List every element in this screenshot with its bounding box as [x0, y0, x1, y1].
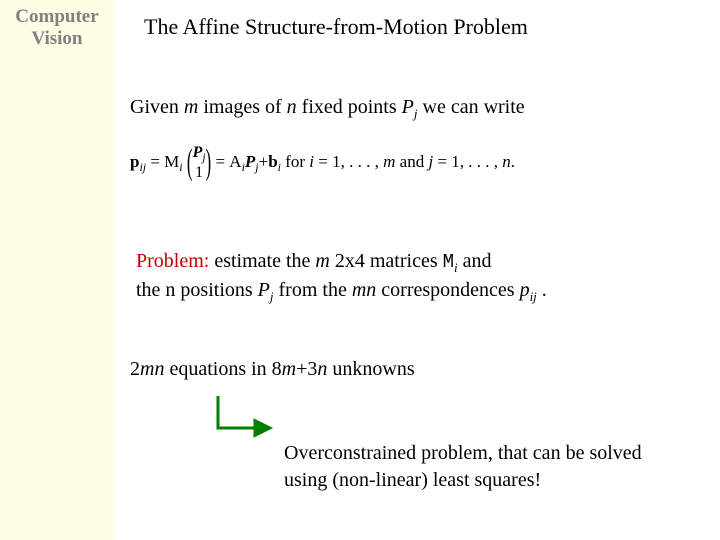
eq-for: for — [285, 152, 309, 171]
eq-r2c: n — [502, 152, 511, 171]
eq-r1c: m — [383, 152, 395, 171]
sidebar-title: Computer Vision — [0, 0, 114, 50]
eqn-m: m — [282, 358, 296, 380]
sidebar-title-line2: Vision — [31, 28, 82, 49]
given-mid1: images of — [198, 96, 286, 118]
conclusion-line1: Overconstrained problem, that can be sol… — [284, 442, 642, 464]
eq-r2b: = 1, . . . , — [433, 152, 502, 171]
sidebar: Computer Vision — [0, 0, 114, 540]
eq-Pj: P — [193, 144, 203, 161]
eq-bi: i — [278, 160, 281, 174]
equation-line: pij = Mi (Pj1) = AiPj+bi for i = 1, . . … — [130, 145, 515, 181]
eqn-post: unknowns — [327, 358, 414, 380]
eq-ij: ij — [139, 160, 146, 174]
problem-dot: . — [537, 279, 547, 301]
sidebar-title-line1: Computer — [15, 6, 98, 27]
problem-m: m — [315, 250, 329, 272]
problem-pij: ij — [530, 289, 537, 304]
problem-2a: the n positions — [136, 279, 258, 301]
problem-2c: correspondences — [376, 279, 519, 301]
eq-eq2: = — [215, 152, 229, 171]
eqn-pre: 2 — [130, 358, 140, 380]
eq-eq1: = — [150, 152, 164, 171]
eq-A: A — [229, 152, 241, 171]
given-pre: Given — [130, 96, 184, 118]
problem-1c: and — [458, 250, 492, 272]
problem-label: Problem: — [136, 250, 209, 272]
eq-rparen: ) — [206, 142, 212, 184]
eq-dot: . — [511, 152, 515, 171]
arrow-icon — [194, 388, 284, 458]
given-P: P — [402, 96, 414, 118]
problem-1a: estimate the — [209, 250, 315, 272]
given-n: n — [287, 96, 297, 118]
given-mid2: fixed points — [297, 96, 402, 118]
eq-plus: + — [259, 152, 269, 171]
problem-p: p — [520, 279, 530, 301]
eqn-mid2: +3 — [296, 358, 317, 380]
eq-M: M — [164, 152, 179, 171]
problem-P: P — [258, 279, 270, 301]
problem-1b: 2x4 matrices — [330, 250, 443, 272]
problem-mn: mn — [352, 279, 376, 301]
slide-title: The Affine Structure-from-Motion Problem — [144, 14, 528, 40]
eq-Pj2: P — [245, 152, 255, 171]
eq-r1b: = 1, . . . , — [314, 152, 383, 171]
eq-one: 1 — [193, 165, 206, 181]
problem-block: Problem: estimate the m 2x4 matrices Mi … — [136, 248, 547, 305]
problem-2b: from the — [274, 279, 352, 301]
problem-M: M — [443, 251, 454, 273]
eq-b: b — [268, 152, 277, 171]
given-line: Given m images of n fixed points Pj we c… — [130, 96, 525, 122]
equations-line: 2mn equations in 8m+3n unknowns — [130, 358, 415, 381]
eqn-mn: mn — [140, 358, 164, 380]
eqn-mid1: equations in 8 — [164, 358, 281, 380]
eq-and: and — [400, 152, 429, 171]
conclusion-line2: using (non-linear) least squares! — [284, 469, 541, 491]
eq-lparen: ( — [187, 142, 193, 184]
main-content: The Affine Structure-from-Motion Problem… — [114, 0, 720, 540]
eq-frac: Pj1 — [193, 145, 206, 181]
given-post: we can write — [418, 96, 525, 118]
eq-Mi: i — [179, 160, 182, 174]
given-m: m — [184, 96, 198, 118]
conclusion-block: Overconstrained problem, that can be sol… — [284, 440, 642, 494]
eqn-n: n — [317, 358, 327, 380]
